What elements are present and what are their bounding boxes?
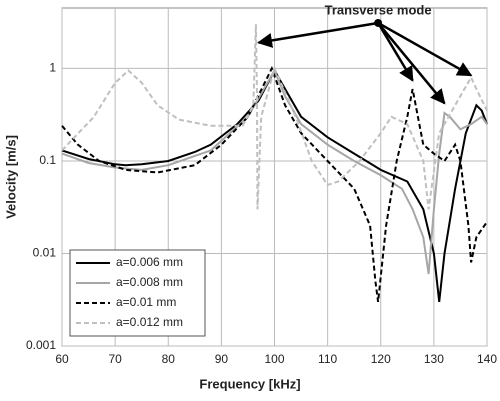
x-tick-label: 70	[108, 352, 122, 366]
annotation-text: Transverse mode	[325, 2, 432, 17]
x-tick-label: 60	[55, 352, 69, 366]
y-tick-label: 0.001	[26, 338, 56, 352]
annotation-arrow	[257, 21, 379, 48]
annotation-arrow	[377, 22, 446, 105]
legend-label: a=0.012 mm	[116, 315, 183, 329]
legend-label: a=0.006 mm	[116, 255, 183, 269]
series-line	[61, 65, 488, 303]
x-axis-title: Frequency [kHz]	[199, 376, 300, 391]
x-tick-label: 80	[162, 352, 176, 366]
x-tick-label: 110	[318, 352, 337, 366]
x-tick-label: 120	[371, 352, 391, 366]
x-tick-label: 100	[264, 352, 284, 366]
series-line	[61, 68, 488, 303]
annotation-arrow	[377, 21, 473, 77]
legend-label: a=0.01 mm	[116, 295, 176, 309]
x-tick-label: 140	[477, 352, 497, 366]
y-tick-label: 0.01	[33, 246, 57, 260]
y-tick-label: 1	[49, 61, 56, 75]
legend-label: a=0.008 mm	[116, 275, 183, 289]
x-tick-label: 90	[215, 352, 229, 366]
legend-box	[69, 249, 206, 337]
x-tick-label: 130	[424, 352, 444, 366]
annotation-arrow	[377, 22, 414, 82]
series-line	[61, 24, 488, 210]
y-axis-title: Velocity [m/s]	[3, 135, 18, 219]
series-line	[61, 68, 488, 275]
y-tick-label: 0.1	[39, 153, 56, 167]
annotation-point	[374, 18, 383, 27]
